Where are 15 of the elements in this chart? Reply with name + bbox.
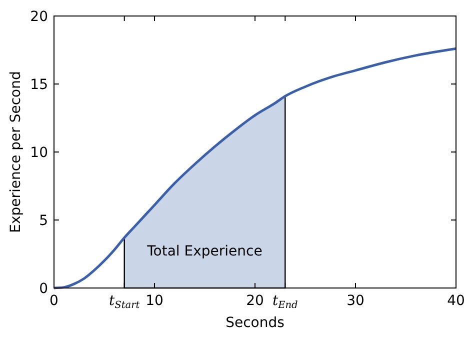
y-tick-label: 10: [30, 145, 48, 161]
y-tick-label: 20: [30, 9, 48, 25]
x-tick-label: 30: [346, 293, 364, 309]
x-tick-label: 20: [246, 293, 264, 309]
y-tick-label: 0: [39, 281, 48, 297]
x-tick-label: 10: [146, 293, 164, 309]
x-tick-label: 40: [447, 293, 465, 309]
y-tick-label: 15: [30, 77, 48, 93]
x-tick-label: t$_{Start}$: [108, 293, 140, 310]
annotation: Total Experience: [146, 244, 262, 260]
y-tick-label: 5: [39, 213, 48, 229]
x-tick-label: t$_{End}$: [272, 293, 298, 310]
x-tick-label: 0: [50, 293, 58, 309]
y-axis-title: Experience per Second: [8, 71, 24, 233]
x-axis-title: Seconds: [226, 315, 284, 331]
